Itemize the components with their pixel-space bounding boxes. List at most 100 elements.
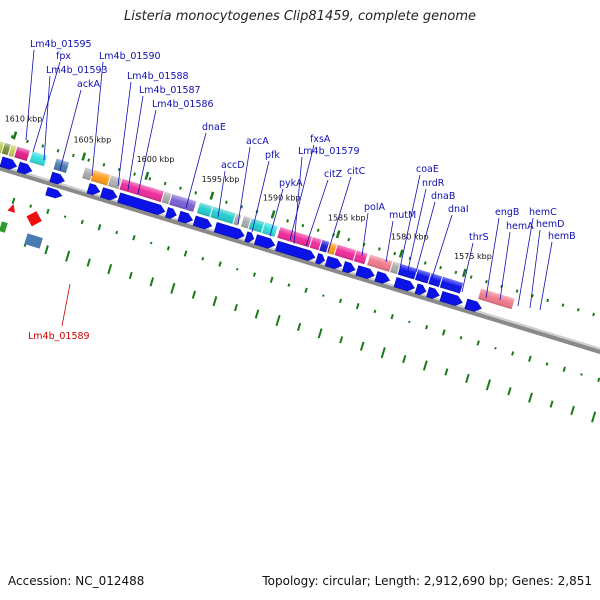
gene-segment-shade-22 — [326, 242, 337, 255]
gc-tick-inner-12 — [163, 181, 167, 186]
gene-label-8: Lm4b_01586 — [152, 99, 214, 110]
gc-tick-inner-31 — [454, 270, 458, 275]
gc-tick-outer-33 — [528, 355, 532, 362]
gene-segment-shade-26 — [390, 261, 400, 275]
gene-label-leader-20 — [399, 174, 421, 269]
gene-segment-shade-23 — [334, 244, 357, 261]
gene-label-leader-24 — [461, 242, 474, 293]
cds-arrow-forward-17 — [341, 261, 356, 274]
cds-arrow-forward-4 — [49, 171, 65, 185]
gene-label-leader-5 — [91, 61, 104, 177]
gc-tick-inner-7 — [87, 158, 91, 162]
gene-label-leader-18 — [361, 212, 369, 257]
gc-tick-far-23 — [485, 379, 492, 391]
kbp-tick-3 — [144, 171, 150, 180]
gc-tick-outer-31 — [494, 346, 497, 350]
gc-tick-inner-24 — [347, 237, 351, 242]
gene-label-17: citC — [347, 166, 366, 177]
gene-segment-shade-16 — [240, 215, 251, 229]
gc-tick-far-6 — [128, 271, 133, 280]
gc-tick-far-19 — [402, 354, 407, 364]
gc-tick-inner-14 — [194, 191, 198, 195]
gene-segment-shade-24 — [353, 250, 368, 265]
gene-label-27: hemC — [529, 207, 557, 218]
gc-tick-inner-3 — [26, 139, 29, 144]
gc-tick-inner-33 — [485, 279, 488, 284]
highlight-arrow — [26, 211, 42, 227]
gene-label-leader-27 — [517, 217, 534, 307]
gene-label-23: dnaI — [448, 204, 469, 215]
gc-tick-inner-16 — [224, 200, 228, 204]
gc-tick-outer-18 — [269, 276, 274, 283]
cds-arrow-forward-9 — [177, 210, 194, 224]
gene-segment-shade-31 — [478, 288, 515, 310]
gc-tick-inner-8 — [102, 163, 106, 167]
cds-arrow-forward-8 — [165, 207, 177, 219]
gene-label-22: dnaB — [431, 191, 455, 202]
cds-arrow-forward-13 — [254, 234, 276, 249]
cds-arrow-forward-23 — [439, 291, 463, 306]
gc-tick-outer-15 — [218, 261, 222, 267]
gc-tick-outer-22 — [338, 298, 343, 304]
gc-tick-far-12 — [254, 309, 260, 319]
gc-tick-far-4 — [86, 258, 91, 267]
gc-tick-outer-34 — [545, 362, 549, 366]
gene-label-leader-28 — [529, 229, 541, 309]
kbp-label-5: 1590 kbp — [263, 193, 301, 202]
gene-label-18: polA — [364, 202, 385, 213]
gc-tick-outer-17 — [252, 272, 256, 277]
gc-tick-outer-8 — [97, 224, 102, 231]
kbp-label-1: 1610 kbp — [5, 115, 43, 124]
cds-arrow-forward-2 — [0, 156, 18, 170]
gc-tick-outer-9 — [115, 230, 119, 235]
gene-label-leader-11 — [237, 146, 251, 225]
cds-arrow-forward-14 — [275, 240, 316, 261]
gene-label-2: fpx — [56, 51, 71, 62]
gc-tick-inner-13 — [179, 186, 182, 190]
gene-segment-shade-25 — [367, 254, 393, 272]
gc-tick-outer-16 — [235, 268, 239, 271]
gene-segment-shade-8 — [90, 170, 111, 186]
gene-label-leader-3 — [43, 75, 51, 161]
gene-label-21: nrdR — [422, 178, 445, 189]
kbp-tick-7 — [398, 249, 404, 258]
gc-tick-far-16 — [339, 336, 344, 344]
gc-tick-far-24 — [507, 387, 512, 396]
gene-segment-shade-10 — [119, 178, 164, 202]
gc-tick-outer-10 — [132, 235, 136, 241]
cds-arrow-forward-6 — [100, 187, 118, 201]
cds-arrow-forward-12 — [244, 231, 255, 243]
gene-label-25: engB — [495, 207, 519, 218]
gc-tick-far-9 — [191, 290, 197, 299]
cds-arrow-forward-3 — [16, 161, 33, 175]
gc-tick-inner-21 — [301, 223, 305, 228]
gene-label-12: pfk — [265, 150, 280, 161]
cds-arrow-forward-18 — [355, 265, 375, 279]
gc-tick-far-11 — [233, 303, 238, 312]
gc-tick-far-7 — [149, 277, 155, 287]
kbp-label-8: 1575 kbp — [454, 252, 492, 261]
gc-tick-inner-29 — [423, 261, 427, 265]
gc-tick-outer-25 — [390, 313, 394, 320]
gc-tick-inner-11 — [148, 177, 152, 181]
gc-tick-outer-24 — [373, 309, 377, 314]
gc-tick-inner-37 — [546, 298, 550, 303]
gene-label-leader-1 — [25, 49, 35, 141]
gene-label-4: ackA — [77, 79, 101, 90]
gene-label-13: pykA — [279, 178, 303, 189]
kbp-tick-8 — [461, 268, 467, 278]
gene-label-16: citZ — [324, 169, 343, 180]
cds-arrow-forward-21 — [414, 283, 427, 296]
gc-tick-far-15 — [317, 328, 323, 339]
gene-label-leader-6 — [117, 81, 132, 187]
gene-label-leader-19 — [385, 220, 394, 263]
gene-label-14: fxsA — [310, 134, 331, 145]
gc-tick-outer-21 — [322, 294, 325, 297]
gene-label-leader-21 — [407, 188, 427, 271]
gene-segment-shade-30 — [439, 276, 464, 294]
gene-segment-shade-4 — [14, 146, 30, 162]
gene-segment-shade-14 — [210, 206, 236, 224]
cds-arrow-forward-15 — [315, 253, 325, 265]
gc-tick-far-5 — [107, 263, 113, 275]
gene-label-leader-26 — [499, 231, 511, 301]
